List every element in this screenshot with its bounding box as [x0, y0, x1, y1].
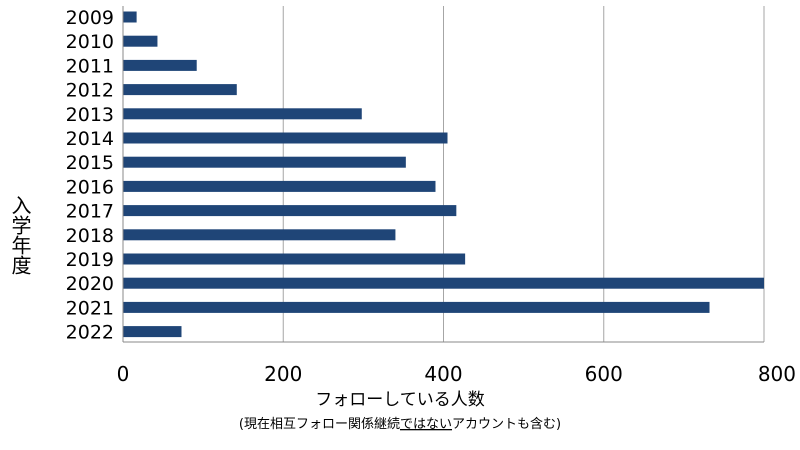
x-axis-note-underlined: ではない — [400, 417, 452, 432]
y-tick-label-2011: 2011 — [66, 55, 114, 77]
x-axis-label: フォローしている人数 — [315, 390, 485, 410]
x-tick-label-200: 200 — [264, 362, 302, 386]
x-axis-note-before: (現在相互フォロー関係継続 — [239, 417, 400, 432]
bar-2010 — [123, 35, 158, 47]
bar-2015 — [123, 156, 406, 168]
y-tick-label-2019: 2019 — [66, 249, 114, 271]
bar-2021 — [123, 301, 710, 313]
y-tick-label-2014: 2014 — [66, 128, 114, 150]
y-tick-label-2009: 2009 — [66, 7, 114, 29]
gridlines — [282, 6, 765, 342]
bar-2020 — [123, 277, 764, 289]
y-tick-label-2015: 2015 — [66, 152, 114, 174]
bar-2013 — [123, 108, 362, 120]
x-axis-note-after: アカウントも含む) — [452, 416, 561, 432]
bar-2022 — [123, 326, 182, 338]
bar-2016 — [123, 180, 436, 192]
y-tick-label-2010: 2010 — [66, 31, 114, 53]
x-tick-labels: 0 200 400 600 800 — [117, 362, 796, 386]
x-tick-label-600: 600 — [585, 362, 623, 386]
y-axis-label: 入学年度 — [8, 195, 32, 275]
bars — [123, 11, 764, 338]
bar-2009 — [123, 11, 137, 23]
bar-2011 — [123, 59, 197, 71]
y-tick-label-2017: 2017 — [66, 201, 114, 223]
x-axis-note: (現在相互フォロー関係継続ではないアカウントも含む) — [239, 416, 561, 432]
y-tick-label-2016: 2016 — [66, 176, 114, 198]
bar-2012 — [123, 84, 237, 96]
y-tick-label-2013: 2013 — [66, 104, 114, 126]
y-tick-label-2022: 2022 — [66, 322, 114, 344]
bar-2018 — [123, 229, 396, 241]
x-tick-label-0: 0 — [117, 362, 130, 386]
x-tick-label-800: 800 — [758, 362, 796, 386]
y-tick-label-2020: 2020 — [66, 273, 114, 295]
bar-2017 — [123, 205, 457, 217]
y-tick-label-2018: 2018 — [66, 225, 114, 247]
bar-2014 — [123, 132, 448, 144]
y-tick-label-2021: 2021 — [66, 297, 114, 319]
x-tick-label-400: 400 — [424, 362, 462, 386]
bar-2019 — [123, 253, 466, 265]
y-tick-label-2012: 2012 — [66, 80, 114, 102]
